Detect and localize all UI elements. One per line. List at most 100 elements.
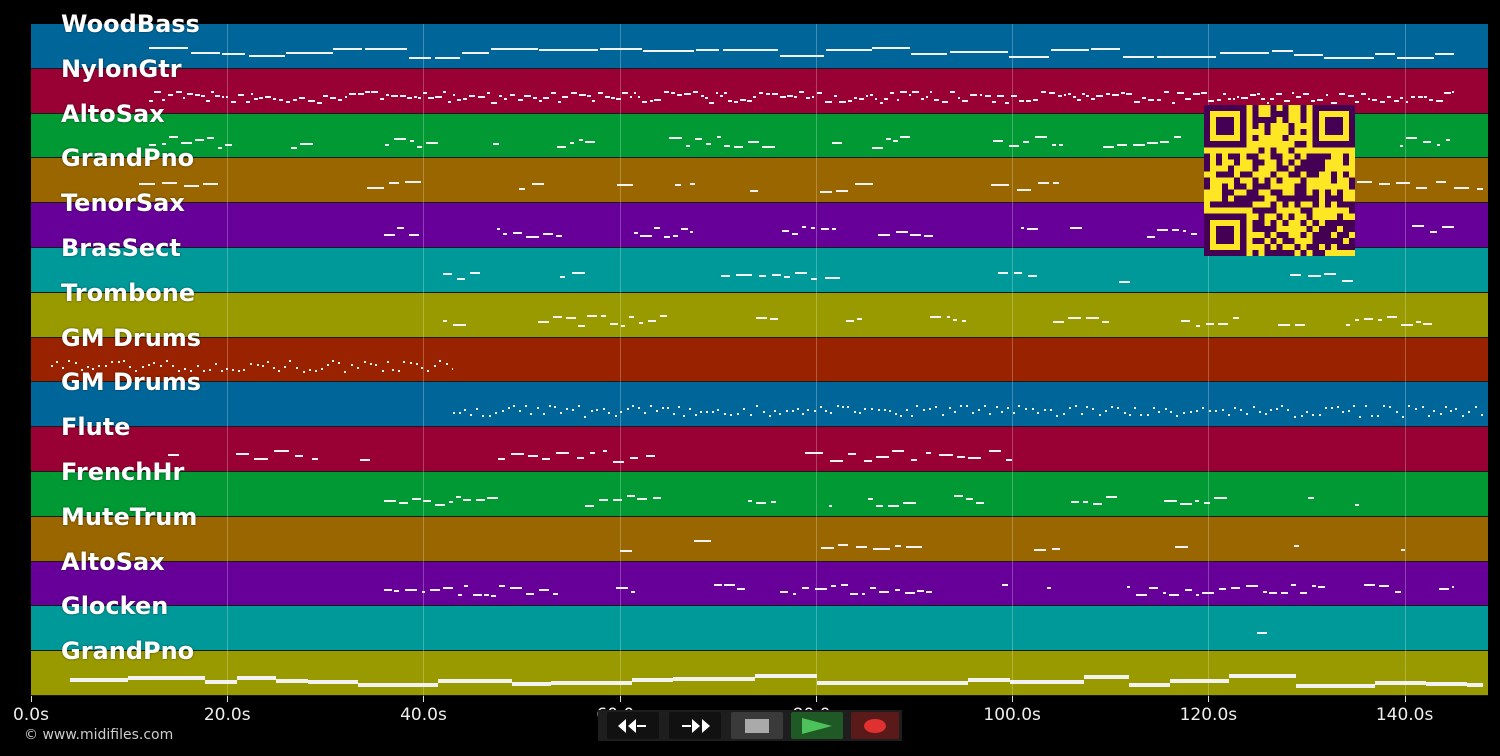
midi-note [491,48,538,51]
midi-note [1363,584,1376,587]
midi-note [834,95,838,98]
midi-note [236,675,277,680]
track-lane[interactable] [31,606,1488,652]
midi-note [1133,100,1140,103]
track-lane[interactable] [31,382,1488,428]
midi-note [566,408,569,411]
midi-note [705,142,712,145]
midi-note [1400,144,1404,147]
midi-note [613,498,623,501]
midi-note [838,544,849,547]
midi-note [363,360,366,363]
midi-note [184,184,200,187]
midi-note [1374,52,1396,55]
midi-note [1021,227,1025,230]
record-button[interactable] [851,712,899,739]
track-lane[interactable] [31,24,1488,69]
midi-note [784,276,791,279]
midi-note [237,93,244,96]
tick-mark [619,696,621,702]
midi-note [756,404,759,407]
midi-note [700,94,705,97]
midi-note [1415,320,1421,323]
midi-note [1353,405,1356,408]
midi-note [894,588,900,591]
midi-note [659,315,667,318]
midi-note [1262,591,1267,594]
midi-note [641,100,648,103]
midi-note [86,366,89,369]
midi-note [878,409,881,412]
track-lane[interactable] [31,651,1488,696]
midi-note [736,274,752,277]
midi-note [399,94,407,97]
midi-note [1017,189,1032,192]
midi-note [421,590,426,593]
midi-note [1386,95,1392,98]
midi-note [464,584,469,587]
fast-forward-button[interactable] [669,712,721,739]
midi-note [517,98,523,101]
midi-note [498,584,506,587]
midi-note [1395,410,1398,413]
midi-note [1001,411,1004,414]
midi-note [276,679,309,684]
track-lane[interactable] [31,516,1488,562]
midi-note [430,589,440,592]
record-icon [864,718,886,733]
track-lane[interactable] [31,68,1488,114]
midi-note [1040,91,1047,94]
midi-note [1176,415,1179,418]
midi-note [756,317,768,320]
stop-button[interactable] [731,712,783,739]
midi-note [553,592,558,595]
midi-note [1005,101,1009,104]
midi-note [773,410,776,413]
midi-note [666,407,669,410]
midi-note [720,94,723,97]
midi-note [300,143,313,146]
midi-note [394,589,400,592]
midi-note [578,325,585,328]
rewind-button[interactable] [607,712,659,739]
midi-note [397,369,400,372]
midi-note [1468,410,1471,413]
midi-note [706,410,709,413]
midi-note [427,369,430,372]
play-button[interactable] [791,712,843,739]
midi-note [1056,414,1059,417]
midi-note [385,143,389,146]
rewind-icon [618,718,646,733]
midi-note [733,145,743,148]
track-lane[interactable] [31,472,1488,517]
track-lane[interactable] [31,292,1488,338]
midi-note [1451,586,1454,589]
track-lane[interactable] [31,427,1488,472]
midi-note [900,91,907,94]
midi-note [663,91,669,94]
midi-note [650,404,653,407]
tick-mark [1012,696,1014,702]
midi-note [1461,415,1464,418]
fast-forward-icon [682,718,710,733]
midi-note [1452,91,1454,94]
midi-note [934,98,940,101]
midi-note [1123,411,1126,414]
midi-note [689,231,694,234]
midi-note [1157,99,1161,102]
midi-note [1164,407,1167,410]
midi-note [389,182,399,185]
midi-note [226,96,229,99]
track-lane[interactable] [31,337,1488,383]
midi-note [1379,584,1390,587]
midi-note [1330,101,1338,104]
midi-note [683,415,686,418]
midi-note [1147,142,1158,145]
track-lane[interactable] [31,561,1488,607]
midi-note [572,409,575,412]
midi-note [475,499,485,502]
midi-note [579,138,583,141]
midi-note [1370,415,1373,418]
midi-note [1245,585,1258,588]
midi-note [184,368,187,371]
